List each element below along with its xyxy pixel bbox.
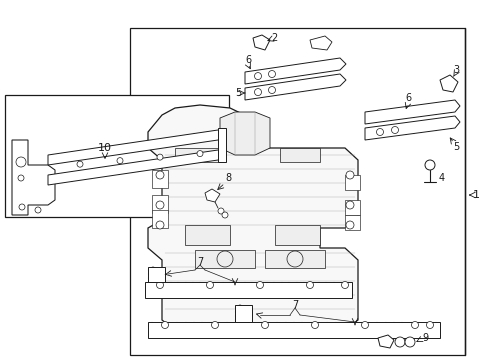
Text: 2: 2: [270, 33, 277, 43]
Polygon shape: [175, 148, 220, 162]
Polygon shape: [364, 100, 459, 124]
Polygon shape: [5, 95, 228, 217]
Polygon shape: [280, 148, 319, 162]
Polygon shape: [148, 267, 164, 282]
Polygon shape: [377, 335, 393, 348]
Circle shape: [237, 315, 243, 321]
Circle shape: [77, 161, 83, 167]
Text: 6: 6: [404, 93, 410, 103]
Circle shape: [346, 221, 353, 229]
Polygon shape: [148, 105, 357, 330]
Circle shape: [222, 212, 227, 218]
Polygon shape: [145, 282, 351, 298]
Circle shape: [268, 71, 275, 77]
Circle shape: [311, 321, 318, 328]
Circle shape: [261, 321, 268, 328]
Circle shape: [150, 276, 156, 282]
Text: 7: 7: [291, 300, 298, 310]
Circle shape: [16, 157, 26, 167]
Circle shape: [286, 251, 303, 267]
Polygon shape: [220, 112, 269, 155]
Text: 9: 9: [421, 333, 427, 343]
Polygon shape: [244, 58, 346, 84]
Circle shape: [161, 321, 168, 328]
Circle shape: [361, 321, 368, 328]
Circle shape: [306, 282, 313, 288]
Polygon shape: [12, 140, 55, 215]
Polygon shape: [152, 195, 168, 213]
Circle shape: [411, 321, 418, 328]
Circle shape: [156, 201, 163, 209]
Polygon shape: [244, 74, 346, 100]
Circle shape: [35, 207, 41, 213]
Circle shape: [394, 337, 404, 347]
Polygon shape: [345, 215, 359, 230]
Circle shape: [341, 282, 348, 288]
Circle shape: [268, 86, 275, 94]
Circle shape: [159, 272, 164, 278]
Polygon shape: [48, 130, 224, 165]
Circle shape: [197, 150, 203, 157]
Circle shape: [404, 337, 414, 347]
Circle shape: [391, 126, 398, 134]
Polygon shape: [148, 322, 439, 338]
Polygon shape: [345, 175, 359, 190]
Text: 4: 4: [438, 173, 444, 183]
Polygon shape: [364, 116, 459, 140]
Circle shape: [18, 175, 24, 181]
Text: 7: 7: [197, 257, 203, 267]
Circle shape: [346, 201, 353, 209]
Circle shape: [117, 158, 123, 164]
Circle shape: [156, 171, 163, 179]
Circle shape: [157, 154, 163, 160]
Polygon shape: [195, 250, 254, 268]
Polygon shape: [218, 128, 225, 162]
Polygon shape: [274, 225, 319, 245]
Circle shape: [150, 267, 156, 273]
Text: 6: 6: [244, 55, 250, 65]
Circle shape: [218, 208, 224, 214]
Text: 5: 5: [452, 142, 458, 152]
Circle shape: [156, 221, 163, 229]
Circle shape: [426, 321, 433, 328]
Circle shape: [245, 310, 251, 316]
Polygon shape: [152, 210, 168, 228]
Polygon shape: [184, 225, 229, 245]
Text: 10: 10: [98, 143, 112, 153]
Text: 5: 5: [234, 88, 241, 98]
Polygon shape: [48, 150, 224, 185]
Polygon shape: [252, 35, 269, 50]
Circle shape: [19, 204, 25, 210]
Circle shape: [156, 282, 163, 288]
Circle shape: [206, 282, 213, 288]
Circle shape: [254, 89, 261, 96]
Circle shape: [376, 129, 383, 135]
Polygon shape: [309, 36, 331, 50]
Text: 8: 8: [224, 173, 231, 183]
Circle shape: [424, 160, 434, 170]
Polygon shape: [345, 200, 359, 215]
Polygon shape: [439, 75, 457, 92]
Polygon shape: [152, 170, 168, 188]
Text: 1: 1: [471, 190, 479, 200]
Circle shape: [346, 171, 353, 179]
Polygon shape: [264, 250, 325, 268]
Polygon shape: [235, 305, 251, 322]
Circle shape: [217, 251, 232, 267]
Polygon shape: [204, 189, 220, 202]
Circle shape: [256, 282, 263, 288]
Polygon shape: [130, 28, 464, 355]
Circle shape: [237, 305, 243, 311]
Circle shape: [211, 321, 218, 328]
Text: 3: 3: [452, 65, 458, 75]
Circle shape: [254, 73, 261, 80]
